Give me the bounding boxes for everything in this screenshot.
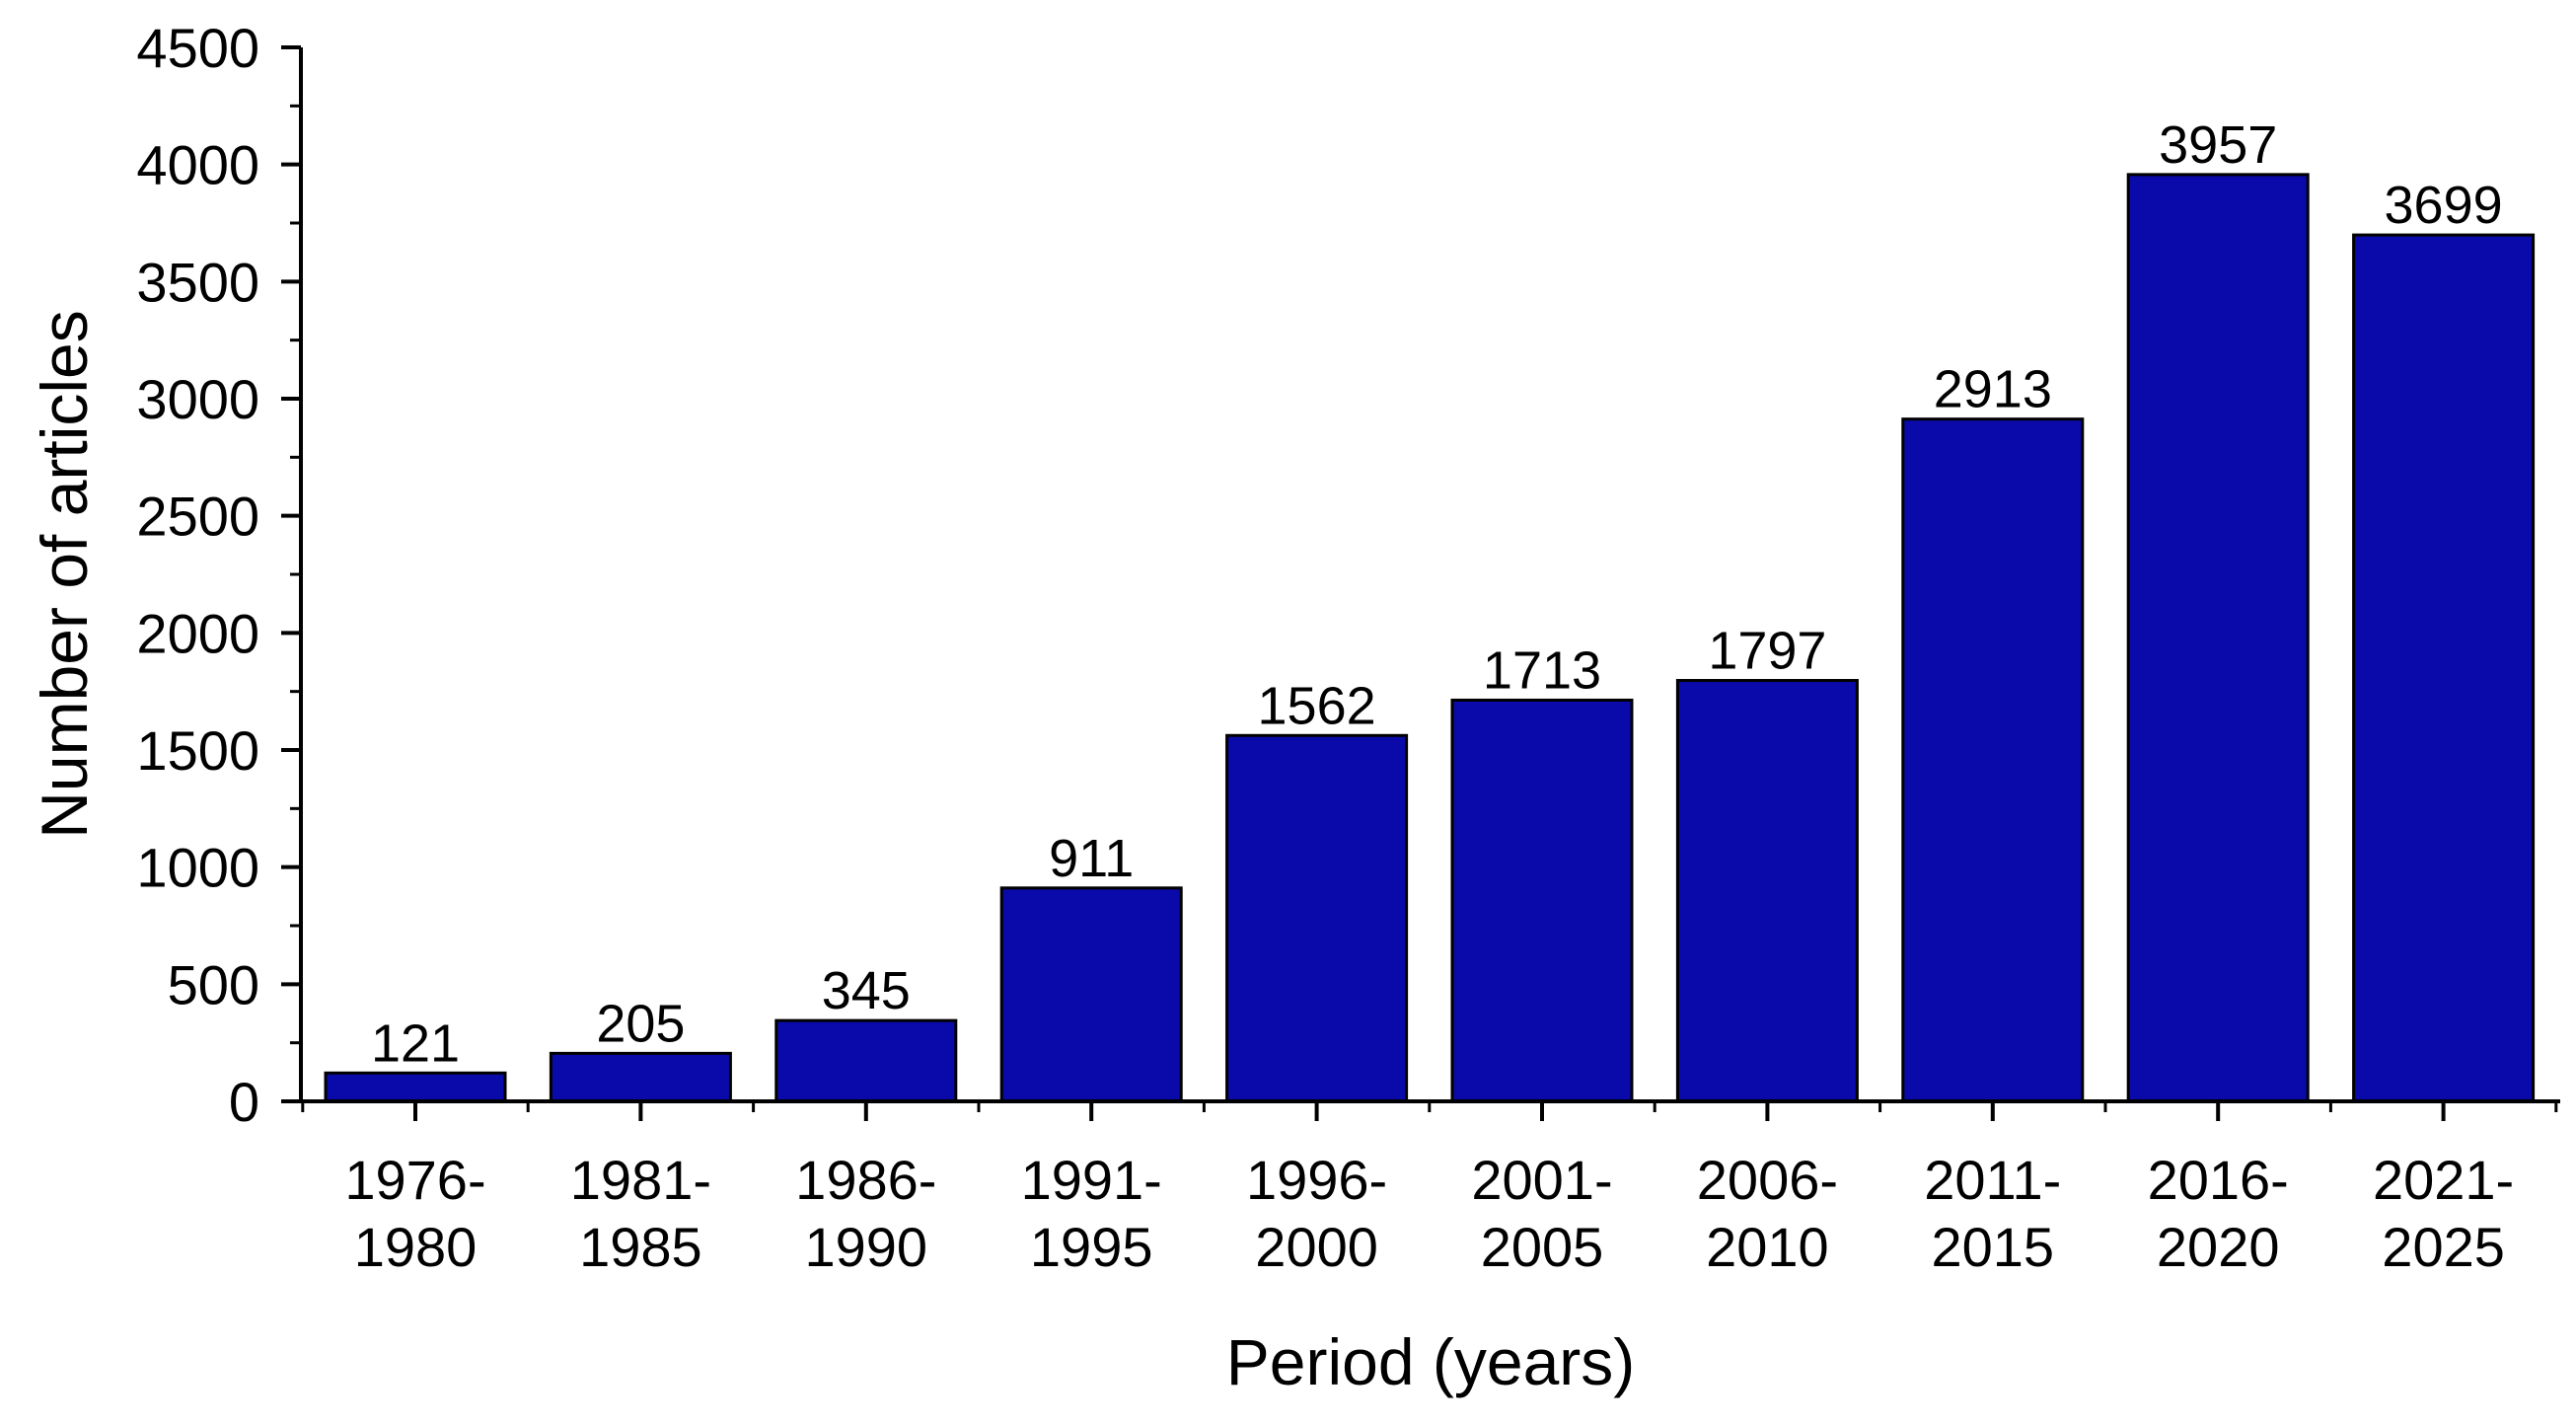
bar-6 <box>1675 679 1859 1103</box>
bar-0 <box>324 1071 507 1103</box>
y-tick-label-6: 3000 <box>136 368 259 430</box>
bar-3 <box>999 886 1183 1103</box>
labels-layer: 121 205 345 911 1562 1713 1797 2913 3957 3699 0 500… <box>136 17 2514 1278</box>
y-tick-label-2: 1000 <box>136 837 259 899</box>
bars-layer <box>324 173 2536 1103</box>
x-tick-label-2: 1986-1990 <box>795 1149 936 1278</box>
x-tick-label-8: 2016-2020 <box>2148 1149 2289 1278</box>
data-label-0: 121 <box>371 1014 460 1073</box>
bar-7 <box>1901 417 2085 1103</box>
data-label-5: 1713 <box>1483 640 1601 700</box>
x-axis-title: Period (years) <box>1226 1325 1635 1398</box>
ticks-layer <box>281 45 2558 1121</box>
y-tick-label-3: 1500 <box>136 719 259 782</box>
bar-2 <box>774 1018 958 1103</box>
bar-5 <box>1450 698 1634 1103</box>
y-tick-label-8: 4000 <box>136 134 259 196</box>
x-tick-label-1: 1981-1985 <box>570 1149 711 1278</box>
data-label-3: 911 <box>1049 829 1134 888</box>
y-axis-title: Number of articles <box>28 310 101 839</box>
y-tick-label-7: 3500 <box>136 251 259 313</box>
data-label-4: 1562 <box>1258 676 1376 735</box>
y-tick-label-0: 0 <box>229 1071 259 1133</box>
x-tick-label-9: 2021-2025 <box>2373 1149 2514 1278</box>
data-label-7: 2913 <box>1934 360 2052 419</box>
y-tick-label-1: 500 <box>168 953 259 1015</box>
data-label-1: 205 <box>596 994 685 1053</box>
data-label-6: 1797 <box>1708 622 1826 681</box>
data-label-2: 345 <box>822 961 911 1020</box>
data-label-8: 3957 <box>2159 115 2277 175</box>
bar-9 <box>2352 233 2536 1103</box>
x-tick-label-6: 2006-2010 <box>1697 1149 1838 1278</box>
x-tick-label-3: 1991-1995 <box>1021 1149 1162 1278</box>
x-tick-label-5: 2001-2005 <box>1471 1149 1612 1278</box>
bar-4 <box>1225 733 1409 1103</box>
data-label-9: 3699 <box>2385 176 2503 235</box>
x-tick-label-4: 1996-2000 <box>1246 1149 1387 1278</box>
y-tick-label-4: 2000 <box>136 602 259 664</box>
y-tick-label-5: 2500 <box>136 486 259 548</box>
y-tick-label-9: 4500 <box>136 17 259 79</box>
x-tick-label-7: 2011-2015 <box>1924 1149 2061 1278</box>
bar-1 <box>549 1051 732 1103</box>
bar-8 <box>2126 173 2310 1103</box>
x-tick-label-0: 1976-1980 <box>344 1149 485 1278</box>
